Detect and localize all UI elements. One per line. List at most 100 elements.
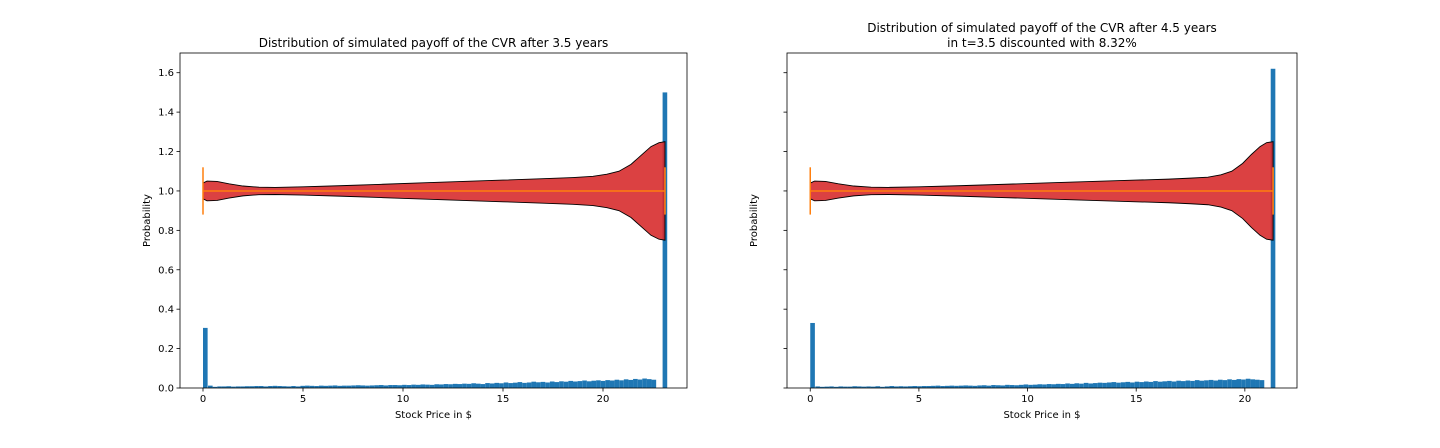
y-tick-label: 0.2 (158, 344, 174, 355)
y-tick-label: 0.6 (158, 265, 174, 276)
histogram-bar (1051, 384, 1056, 388)
subplot-left: 0 5 10 15 20 0.0 0.2 0.4 0.6 0.8 1.0 1.2 1.4 1.6 Stock… (142, 36, 688, 421)
histogram-bar (420, 384, 426, 388)
histogram-bar (286, 386, 292, 388)
histogram-bar (531, 381, 537, 388)
histogram-bar (212, 386, 218, 388)
histogram-bar (986, 385, 992, 388)
histogram-bar (281, 386, 287, 388)
histogram-bar (489, 383, 495, 388)
histogram-bar (1180, 381, 1186, 388)
histogram-bar (462, 383, 467, 388)
histogram-bar (1028, 384, 1033, 388)
histogram-bar (217, 386, 222, 388)
histogram-bar (392, 385, 398, 388)
histogram-bar (866, 386, 871, 388)
histogram-bar (819, 386, 825, 388)
histogram-bar (1088, 383, 1094, 388)
histogram-bar (1255, 379, 1260, 388)
histogram-bar (642, 378, 647, 388)
histogram-bar (536, 382, 541, 388)
histogram-bar (1217, 379, 1223, 388)
histogram-bar (875, 386, 881, 388)
histogram-bar (833, 386, 839, 388)
histogram-bar (402, 384, 407, 388)
histogram-bar (258, 386, 264, 388)
histogram-bar (268, 386, 273, 388)
histogram-bar (1153, 381, 1158, 388)
histogram-bar (1241, 379, 1246, 388)
histogram-bar (1185, 380, 1191, 388)
histogram-bar (411, 384, 416, 388)
histogram-bar (1000, 385, 1006, 388)
histogram-bar (1042, 384, 1047, 388)
histogram-bar (475, 383, 481, 388)
histogram-bar (1060, 384, 1066, 388)
histogram-bar (388, 385, 393, 388)
histogram-bar (443, 384, 449, 388)
histogram-bar (272, 385, 278, 388)
histogram-bar (346, 385, 352, 388)
histogram-bar (563, 381, 569, 388)
histogram-bar (573, 381, 578, 388)
histogram-bar (305, 385, 310, 388)
histogram-bar (623, 379, 629, 388)
histogram-bar (512, 382, 518, 388)
histogram-bar (499, 383, 504, 388)
histogram-bar (439, 384, 444, 388)
histogram-bar (549, 381, 555, 388)
histogram-bar (884, 386, 890, 388)
histogram-bar (1208, 379, 1214, 388)
histogram-bar (277, 386, 282, 388)
histogram-spike-bar (203, 327, 208, 388)
histogram-bar (1130, 382, 1135, 388)
histogram-bar (244, 386, 250, 388)
histogram-bar (374, 385, 379, 388)
histogram-bar (935, 385, 941, 388)
histogram-bar (856, 386, 862, 388)
histogram-bar (619, 380, 624, 388)
histogram-bar (378, 385, 384, 388)
histogram-bar (880, 386, 885, 388)
histogram-bar (1194, 380, 1200, 388)
histogram-bar (591, 380, 597, 388)
x-tick-label: 15 (497, 394, 510, 405)
histogram-bar (1093, 383, 1098, 388)
histogram-bars (203, 92, 668, 388)
histogram-bar (540, 381, 546, 388)
histogram-bar (226, 386, 232, 388)
histogram-bar (355, 385, 361, 388)
histogram-bar (1032, 384, 1038, 388)
histogram-bar (861, 386, 867, 388)
histogram-bar (1204, 380, 1209, 388)
chart-title: in t=3.5 discounted with 8.32% (947, 36, 1137, 50)
x-tick-label: 20 (597, 394, 610, 405)
histogram-bar (471, 383, 476, 388)
histogram-bar (637, 379, 643, 388)
histogram-bar (600, 380, 606, 388)
histogram-bar (1134, 381, 1140, 388)
histogram-bar (586, 381, 592, 388)
histogram-bar (1018, 384, 1024, 388)
y-axis: 0.0 0.2 0.4 0.6 0.8 1.0 1.2 1.4 1.6 (158, 68, 180, 395)
histogram-bar (300, 385, 306, 388)
histogram-bar (995, 385, 1001, 388)
histogram-bar (614, 379, 620, 388)
histogram-bar (893, 386, 899, 388)
histogram-bar (912, 386, 918, 388)
histogram-bar (360, 385, 366, 388)
histogram-bar (323, 385, 329, 388)
histogram-bar (235, 386, 241, 388)
histogram-bar (1069, 383, 1075, 388)
histogram-bar (466, 383, 472, 388)
histogram-bar (1074, 383, 1080, 388)
y-axis-label: Probability (142, 194, 153, 247)
histogram-bar (254, 386, 259, 388)
histogram-bar (921, 386, 927, 388)
x-axis: 0 5 10 15 20 (200, 388, 610, 405)
histogram-bar (815, 386, 820, 388)
histogram-bar (1259, 380, 1265, 388)
histogram-bar (365, 385, 370, 388)
y-tick-label: 0.0 (158, 384, 174, 395)
histogram-bar (582, 380, 587, 388)
